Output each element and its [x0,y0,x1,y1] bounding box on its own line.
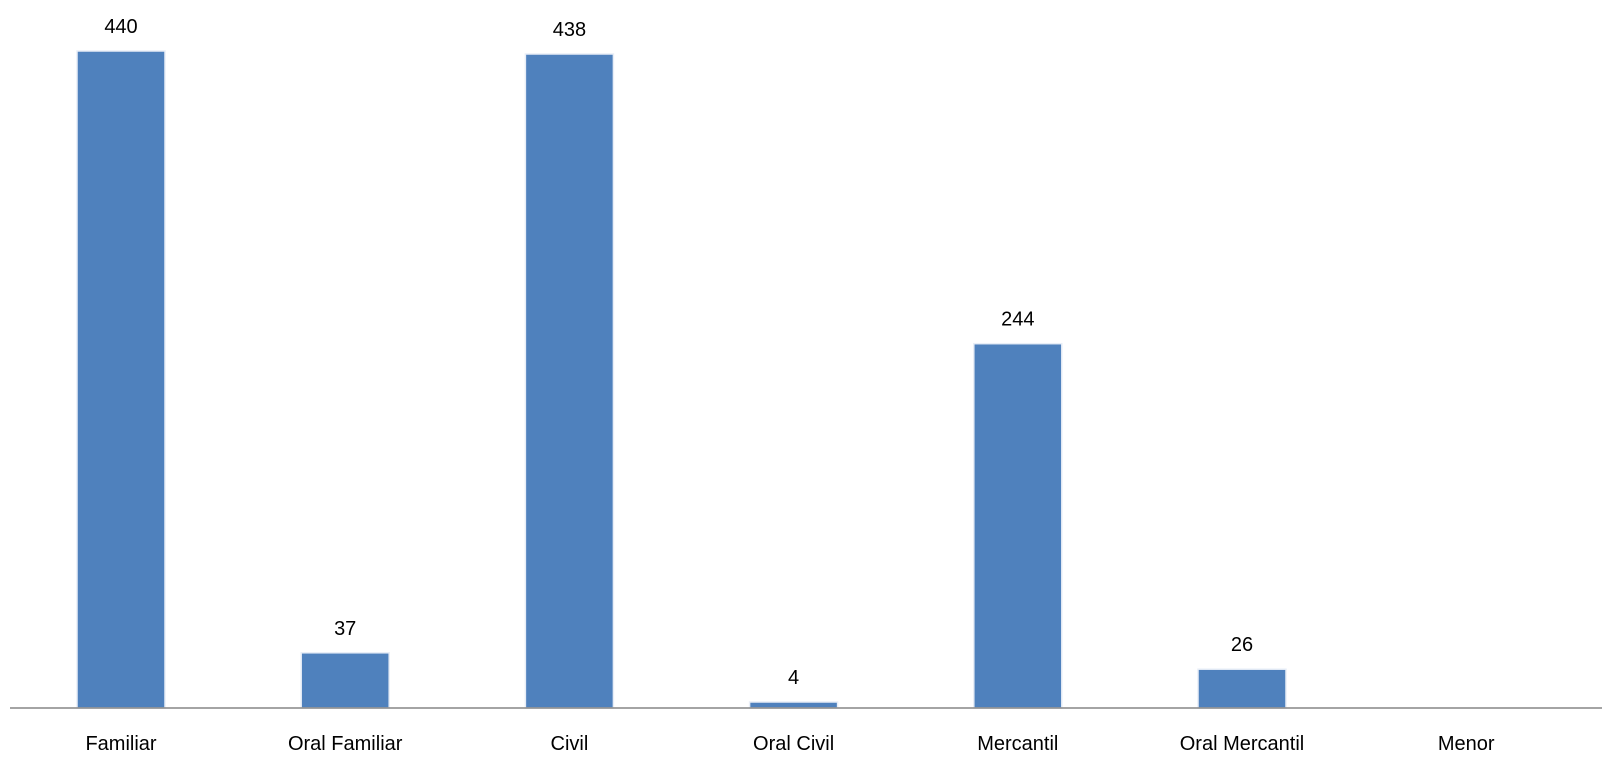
category-label-oral-civil: Oral Civil [753,733,834,755]
category-label-oral-familiar: Oral Familiar [288,733,403,755]
data-label-oral-civil: 4 [788,667,799,689]
bar-oral-mercantil [1197,668,1287,709]
bar-oral-familiar [300,652,390,709]
category-label-familiar: Familiar [85,733,156,755]
bars-group [76,50,1287,709]
category-labels-group: Familiar Oral Familiar Civil Oral Civil Merc… [85,733,1494,755]
bar-familiar [76,50,166,709]
data-label-mercantil: 244 [1001,309,1034,331]
category-label-mercantil: Mercantil [977,733,1058,755]
data-label-oral-mercantil: 26 [1231,634,1253,656]
category-label-civil: Civil [551,733,589,755]
category-label-menor: Menor [1438,733,1495,755]
bar-mercantil [973,342,1063,709]
bar-civil [524,53,615,709]
category-label-oral-mercantil: Oral Mercantil [1180,733,1304,755]
data-label-familiar: 440 [104,16,137,38]
bar-oral-civil [748,701,839,709]
data-label-civil: 438 [553,19,586,41]
data-labels-group: 440 37 438 4 244 26 [104,16,1253,689]
data-label-oral-familiar: 37 [334,618,356,640]
